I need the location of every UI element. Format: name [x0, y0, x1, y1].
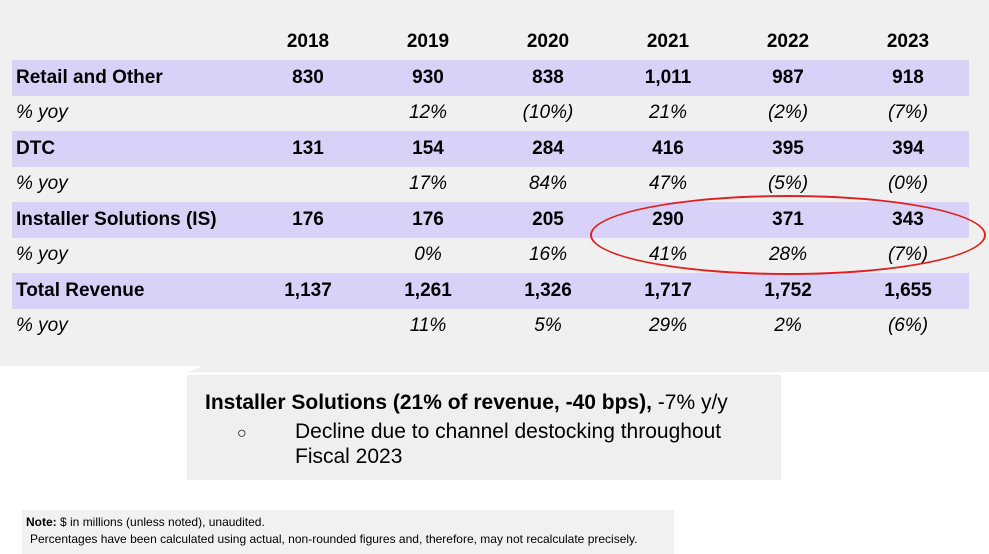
table-cell: (6%)	[887, 315, 929, 337]
table-cell: 2%	[774, 315, 802, 337]
table-cell: 154	[412, 137, 444, 159]
table-cell: 1,137	[284, 279, 332, 301]
year-header: 2022	[766, 31, 810, 52]
table-cell: 1,011	[644, 66, 692, 88]
row-label: % yoy	[16, 244, 68, 266]
footnote-label: Note:	[26, 515, 57, 529]
year-header: 2020	[526, 31, 570, 52]
table-cell: 17%	[408, 173, 448, 195]
table-row-retail: Retail and Other 830 930 838 1,011 987 9…	[12, 60, 969, 96]
footnote-line-2: Percentages have been calculated using a…	[30, 532, 638, 546]
year-header: 2019	[406, 31, 450, 52]
year-header: 2021	[646, 31, 690, 52]
footnote: Note: $ in millions (unless noted), unau…	[22, 510, 674, 554]
table-cell: 284	[532, 137, 564, 159]
row-label: DTC	[16, 137, 56, 159]
table-cell: 1,717	[644, 279, 692, 301]
installer-solutions-callout: Installer Solutions (21% of revenue, -40…	[187, 375, 781, 480]
row-label: Total Revenue	[16, 279, 145, 301]
table-cell: (0%)	[887, 173, 929, 195]
year-header: 2023	[886, 31, 930, 52]
table-cell: (7%)	[887, 102, 929, 124]
table-cell: (2%)	[767, 102, 809, 124]
row-label: % yoy	[16, 315, 68, 337]
table-cell: 5%	[534, 315, 562, 337]
table-cell: 47%	[648, 173, 688, 195]
table-cell: 12%	[408, 102, 448, 124]
table-cell: 1,752	[764, 279, 812, 301]
table-cell: 930	[412, 66, 444, 88]
callout-title-rest: -7% y/y	[651, 391, 728, 414]
table-row-dtc-yoy: % yoy 17% 84% 47% (5%) (0%)	[12, 167, 969, 203]
row-label: Retail and Other	[16, 66, 163, 88]
table-cell: 1,261	[404, 279, 452, 301]
highlight-oval-annotation	[590, 195, 986, 275]
table-cell: 176	[292, 208, 324, 230]
table-cell: 830	[292, 66, 324, 88]
table-row-total-revenue: Total Revenue 1,137 1,261 1,326 1,717 1,…	[12, 273, 969, 309]
table-cell: 11%	[409, 315, 447, 337]
year-header: 2018	[286, 31, 330, 52]
table-cell: 84%	[528, 173, 568, 195]
table-cell: 1,655	[884, 279, 932, 301]
table-cell: 176	[412, 208, 444, 230]
table-cell: 838	[532, 66, 564, 88]
callout-title: Installer Solutions (21% of revenue, -40…	[205, 391, 728, 415]
table-cell: 29%	[648, 315, 688, 337]
table-header-row: 2018 2019 2020 2021 2022 2023	[12, 24, 969, 60]
table-cell: 394	[892, 137, 924, 159]
row-label: % yoy	[16, 173, 68, 195]
table-cell: (5%)	[767, 173, 809, 195]
panel-edge-decoration	[0, 366, 200, 382]
table-cell: 1,326	[524, 279, 572, 301]
footnote-text-1: $ in millions (unless noted), unaudited.	[56, 515, 265, 529]
footnote-line-1: Note: $ in millions (unless noted), unau…	[26, 515, 265, 529]
table-cell: 416	[652, 137, 684, 159]
table-cell: 987	[772, 66, 804, 88]
revenue-table: 2018 2019 2020 2021 2022 2023 Retail and…	[12, 24, 969, 344]
table-cell: (10%)	[522, 102, 574, 124]
table-row-total-revenue-yoy: % yoy 11% 5% 29% 2% (6%)	[12, 309, 969, 345]
callout-bullet-text: Decline due to channel destocking throug…	[295, 420, 722, 468]
table-cell: 21%	[648, 102, 688, 124]
table-cell: 0%	[414, 244, 442, 266]
row-label: % yoy	[16, 102, 68, 124]
table-row-dtc: DTC 131 154 284 416 395 394	[12, 131, 969, 167]
table-cell: 205	[532, 208, 564, 230]
table-cell: 918	[892, 66, 924, 88]
row-label: Installer Solutions (IS)	[16, 208, 217, 230]
table-cell: 395	[772, 137, 804, 159]
table-row-retail-yoy: % yoy 12% (10%) 21% (2%) (7%)	[12, 96, 969, 132]
callout-title-bold: Installer Solutions (21% of revenue, -40…	[205, 391, 652, 414]
table-cell: 16%	[528, 244, 568, 266]
hollow-bullet-icon: ○	[237, 425, 247, 442]
table-cell: 131	[292, 137, 324, 159]
revenue-table-panel: 2018 2019 2020 2021 2022 2023 Retail and…	[0, 0, 989, 372]
